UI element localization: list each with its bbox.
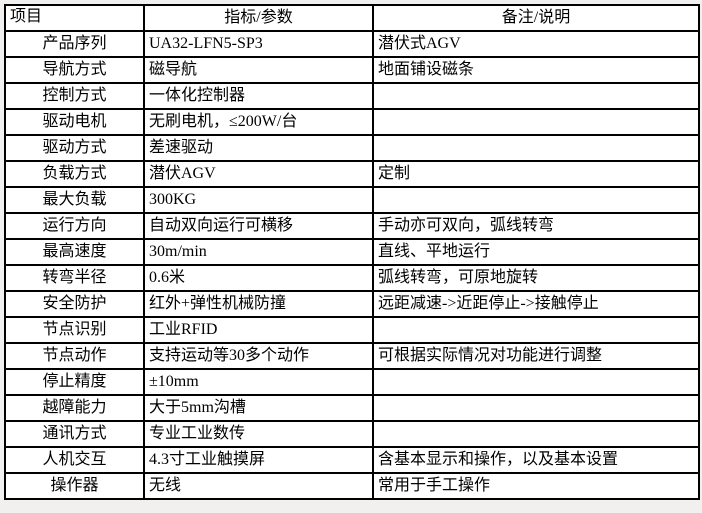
row-item-label: 负载方式 bbox=[4, 160, 145, 188]
row-spec-value: 无刷电机，≤200W/台 bbox=[143, 108, 374, 136]
row-note-value bbox=[372, 368, 700, 396]
row-item-label: 节点识别 bbox=[4, 316, 145, 344]
row-item-label: 安全防护 bbox=[4, 290, 145, 318]
row-note-value bbox=[372, 134, 700, 162]
row-item-label: 产品序列 bbox=[4, 30, 145, 58]
header-note: 备注/说明 bbox=[372, 4, 700, 32]
row-item-label: 最高速度 bbox=[4, 238, 145, 266]
table-row: 产品序列 UA32-LFN5-SP3 潜伏式AGV bbox=[4, 30, 700, 58]
table-row: 越障能力 大于5mm沟槽 bbox=[4, 394, 700, 422]
row-item-label: 操作器 bbox=[4, 472, 145, 500]
row-spec-value: ±10mm bbox=[143, 368, 374, 396]
row-note-value: 手动亦可双向，弧线转弯 bbox=[372, 212, 700, 240]
row-spec-value: 红外+弹性机械防撞 bbox=[143, 290, 374, 318]
table-row: 转弯半径 0.6米 弧线转弯，可原地旋转 bbox=[4, 264, 700, 292]
row-note-value bbox=[372, 186, 700, 214]
header-row: 项目 指标/参数 备注/说明 bbox=[4, 4, 700, 32]
row-note-value: 常用于手工操作 bbox=[372, 472, 700, 500]
row-note-value: 可根据实际情况对功能进行调整 bbox=[372, 342, 700, 370]
table-row: 安全防护 红外+弹性机械防撞 远距减速->近距停止->接触停止 bbox=[4, 290, 700, 318]
row-note-value: 潜伏式AGV bbox=[372, 30, 700, 58]
row-spec-value: 专业工业数传 bbox=[143, 420, 374, 448]
row-note-value: 直线、平地运行 bbox=[372, 238, 700, 266]
row-note-value: 定制 bbox=[372, 160, 700, 188]
table-row: 操作器 无线 常用于手工操作 bbox=[4, 472, 700, 500]
row-item-label: 驱动电机 bbox=[4, 108, 145, 136]
row-spec-value: 一体化控制器 bbox=[143, 82, 374, 110]
table-row: 驱动方式 差速驱动 bbox=[4, 134, 700, 162]
row-spec-value: 30m/min bbox=[143, 238, 374, 266]
row-spec-value: 0.6米 bbox=[143, 264, 374, 292]
table-row: 停止精度 ±10mm bbox=[4, 368, 700, 396]
row-note-value bbox=[372, 316, 700, 344]
row-item-label: 通讯方式 bbox=[4, 420, 145, 448]
row-item-label: 运行方向 bbox=[4, 212, 145, 240]
table-row: 通讯方式 专业工业数传 bbox=[4, 420, 700, 448]
row-spec-value: 潜伏AGV bbox=[143, 160, 374, 188]
table-row: 负载方式 潜伏AGV 定制 bbox=[4, 160, 700, 188]
table-row: 最大负载 300KG bbox=[4, 186, 700, 214]
table-row: 导航方式 磁导航 地面铺设磁条 bbox=[4, 56, 700, 84]
row-spec-value: 差速驱动 bbox=[143, 134, 374, 162]
row-spec-value: 磁导航 bbox=[143, 56, 374, 84]
row-spec-value: 大于5mm沟槽 bbox=[143, 394, 374, 422]
row-note-value bbox=[372, 108, 700, 136]
row-item-label: 导航方式 bbox=[4, 56, 145, 84]
row-note-value: 地面铺设磁条 bbox=[372, 56, 700, 84]
header-spec: 指标/参数 bbox=[143, 4, 374, 32]
table-row: 节点识别 工业RFID bbox=[4, 316, 700, 344]
row-item-label: 转弯半径 bbox=[4, 264, 145, 292]
row-item-label: 控制方式 bbox=[4, 82, 145, 110]
row-item-label: 越障能力 bbox=[4, 394, 145, 422]
row-spec-value: 无线 bbox=[143, 472, 374, 500]
row-note-value bbox=[372, 420, 700, 448]
table-row: 最高速度 30m/min 直线、平地运行 bbox=[4, 238, 700, 266]
row-note-value bbox=[372, 82, 700, 110]
row-note-value: 远距减速->近距停止->接触停止 bbox=[372, 290, 700, 318]
table-row: 节点动作 支持运动等30多个动作 可根据实际情况对功能进行调整 bbox=[4, 342, 700, 370]
row-spec-value: 4.3寸工业触摸屏 bbox=[143, 446, 374, 474]
header-item: 项目 bbox=[4, 4, 145, 32]
row-item-label: 节点动作 bbox=[4, 342, 145, 370]
row-item-label: 驱动方式 bbox=[4, 134, 145, 162]
spec-table: 项目 指标/参数 备注/说明 产品序列 UA32-LFN5-SP3 潜伏式AGV… bbox=[4, 4, 700, 500]
row-item-label: 人机交互 bbox=[4, 446, 145, 474]
row-item-label: 最大负载 bbox=[4, 186, 145, 214]
row-spec-value: 支持运动等30多个动作 bbox=[143, 342, 374, 370]
table-body: 产品序列 UA32-LFN5-SP3 潜伏式AGV 导航方式 磁导航 地面铺设磁… bbox=[4, 30, 700, 500]
row-item-label: 停止精度 bbox=[4, 368, 145, 396]
row-note-value bbox=[372, 394, 700, 422]
table-row: 运行方向 自动双向运行可横移 手动亦可双向，弧线转弯 bbox=[4, 212, 700, 240]
row-note-value: 含基本显示和操作，以及基本设置 bbox=[372, 446, 700, 474]
row-spec-value: UA32-LFN5-SP3 bbox=[143, 30, 374, 58]
table-row: 人机交互 4.3寸工业触摸屏 含基本显示和操作，以及基本设置 bbox=[4, 446, 700, 474]
row-spec-value: 工业RFID bbox=[143, 316, 374, 344]
table-row: 驱动电机 无刷电机，≤200W/台 bbox=[4, 108, 700, 136]
row-spec-value: 300KG bbox=[143, 186, 374, 214]
row-spec-value: 自动双向运行可横移 bbox=[143, 212, 374, 240]
table-row: 控制方式 一体化控制器 bbox=[4, 82, 700, 110]
row-note-value: 弧线转弯，可原地旋转 bbox=[372, 264, 700, 292]
